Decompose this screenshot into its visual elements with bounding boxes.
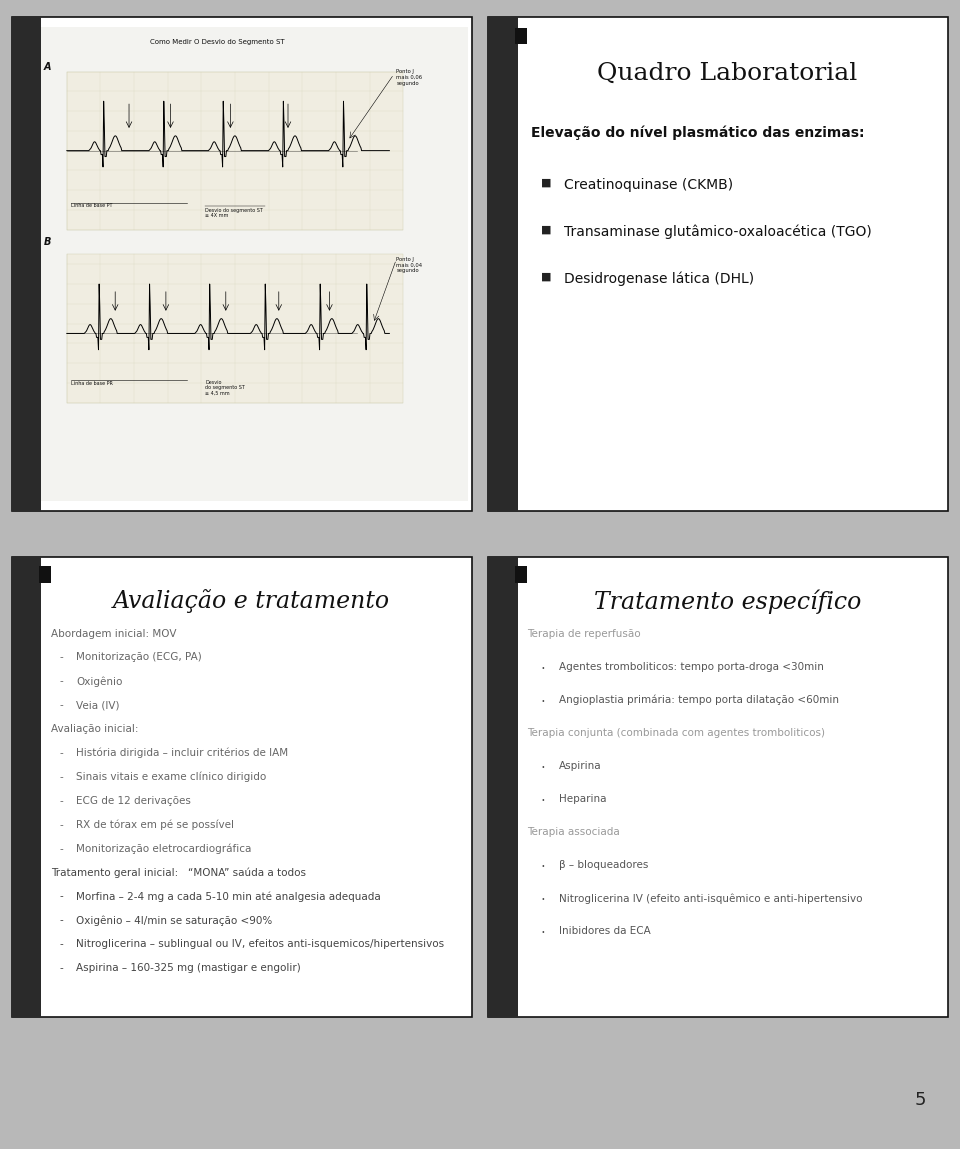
Text: Sinais vitais e exame clínico dirigido: Sinais vitais e exame clínico dirigido	[76, 772, 266, 782]
Text: Avaliação inicial:: Avaliação inicial:	[51, 724, 138, 734]
Bar	[516, 566, 527, 583]
Text: Oxigênio – 4l/min se saturação <90%: Oxigênio – 4l/min se saturação <90%	[76, 916, 273, 926]
Text: Veia (IV): Veia (IV)	[76, 700, 120, 710]
Text: Creatinoquinase (CKMB): Creatinoquinase (CKMB)	[564, 178, 732, 192]
Text: História dirigida – incluir critérios de IAM: História dirigida – incluir critérios de…	[76, 748, 288, 758]
Bar	[488, 17, 517, 511]
Text: -: -	[60, 892, 63, 902]
Text: Avaliação e tratamento: Avaliação e tratamento	[112, 589, 390, 614]
Text: -: -	[60, 916, 63, 925]
Text: -: -	[60, 653, 63, 663]
Text: Elevação do nível plasmático das enzimas:: Elevação do nível plasmático das enzimas…	[532, 126, 865, 140]
Bar	[12, 557, 41, 1017]
Bar	[516, 28, 527, 45]
Text: -: -	[60, 700, 63, 710]
Text: Inibidores da ECA: Inibidores da ECA	[559, 926, 651, 936]
Text: Agentes tromboliticos: tempo porta-droga <30min: Agentes tromboliticos: tempo porta-droga…	[559, 662, 824, 672]
Text: -: -	[60, 748, 63, 758]
Text: Monitorização (ECG, PA): Monitorização (ECG, PA)	[76, 653, 202, 663]
Text: Linha de base PR: Linha de base PR	[71, 381, 113, 386]
Text: -: -	[60, 963, 63, 973]
Text: Desidrogenase lática (DHL): Desidrogenase lática (DHL)	[564, 271, 754, 286]
Text: Angioplastia primária: tempo porta dilatação <60min: Angioplastia primária: tempo porta dilat…	[559, 695, 839, 705]
Text: ■: ■	[540, 224, 551, 234]
Text: ·: ·	[540, 662, 545, 677]
Bar	[12, 17, 41, 511]
Text: ·: ·	[540, 695, 545, 710]
Text: β – bloqueadores: β – bloqueadores	[559, 861, 648, 870]
Text: ·: ·	[540, 761, 545, 776]
Text: A: A	[44, 62, 51, 71]
Bar	[488, 557, 517, 1017]
Text: Desvio do segmento ST
≥ 4X mm: Desvio do segmento ST ≥ 4X mm	[205, 208, 263, 218]
Text: Monitorização eletrocardiográfica: Monitorização eletrocardiográfica	[76, 843, 252, 854]
Text: ■: ■	[540, 271, 551, 282]
Bar	[67, 254, 403, 402]
Text: ·: ·	[540, 893, 545, 908]
Text: -: -	[60, 939, 63, 949]
Text: Aspirina: Aspirina	[559, 761, 602, 771]
Text: Quadro Laboratorial: Quadro Laboratorial	[597, 62, 857, 85]
Text: -: -	[60, 677, 63, 686]
Text: Ponto J
mais 0,06
segundo: Ponto J mais 0,06 segundo	[396, 69, 422, 86]
Text: -: -	[60, 843, 63, 854]
Text: Tratamento específico: Tratamento específico	[593, 589, 861, 614]
Text: Aspirina – 160-325 mg (mastigar e engolir): Aspirina – 160-325 mg (mastigar e engoli…	[76, 963, 300, 973]
Text: Como Medir O Desvio do Segmento ST: Como Medir O Desvio do Segmento ST	[150, 39, 284, 46]
Text: Terapia conjunta (combinada com agentes tromboliticos): Terapia conjunta (combinada com agentes …	[527, 727, 825, 738]
Bar	[39, 566, 51, 583]
Text: Terapia associada: Terapia associada	[527, 827, 619, 838]
Text: Transaminase glutâmico-oxaloacética (TGO): Transaminase glutâmico-oxaloacética (TGO…	[564, 224, 872, 239]
Text: Desvio
do segmento ST
≥ 4,5 mm: Desvio do segmento ST ≥ 4,5 mm	[205, 379, 245, 396]
Text: B: B	[44, 237, 51, 247]
Text: Ponto J
mais 0,04
segundo: Ponto J mais 0,04 segundo	[396, 257, 422, 273]
Text: Oxigênio: Oxigênio	[76, 677, 123, 687]
Text: Abordagem inicial: MOV: Abordagem inicial: MOV	[51, 629, 177, 639]
Text: Tratamento geral inicial:   “MONA” saúda a todos: Tratamento geral inicial: “MONA” saúda a…	[51, 867, 305, 878]
Text: Terapia de reperfusão: Terapia de reperfusão	[527, 629, 640, 639]
Text: ■: ■	[540, 178, 551, 187]
Bar	[67, 71, 403, 230]
Text: Heparina: Heparina	[559, 794, 607, 804]
Text: ·: ·	[540, 794, 545, 809]
Text: ·: ·	[540, 861, 545, 876]
Text: -: -	[60, 819, 63, 830]
Text: ECG de 12 derivações: ECG de 12 derivações	[76, 796, 191, 805]
Text: 5: 5	[915, 1090, 926, 1109]
Text: -: -	[60, 796, 63, 805]
Text: Nitroglicerina – sublingual ou IV, efeitos anti-isquemicos/hipertensivos: Nitroglicerina – sublingual ou IV, efeit…	[76, 939, 444, 949]
Text: Morfina – 2-4 mg a cada 5-10 min até analgesia adequada: Morfina – 2-4 mg a cada 5-10 min até ana…	[76, 892, 381, 902]
Text: RX de tórax em pé se possível: RX de tórax em pé se possível	[76, 819, 234, 831]
Text: Nitroglicerina IV (efeito anti-isquêmico e anti-hipertensivo: Nitroglicerina IV (efeito anti-isquêmico…	[559, 893, 863, 904]
Text: -: -	[60, 772, 63, 782]
Text: Linha de base PT: Linha de base PT	[71, 203, 113, 208]
Text: ·: ·	[540, 926, 545, 941]
